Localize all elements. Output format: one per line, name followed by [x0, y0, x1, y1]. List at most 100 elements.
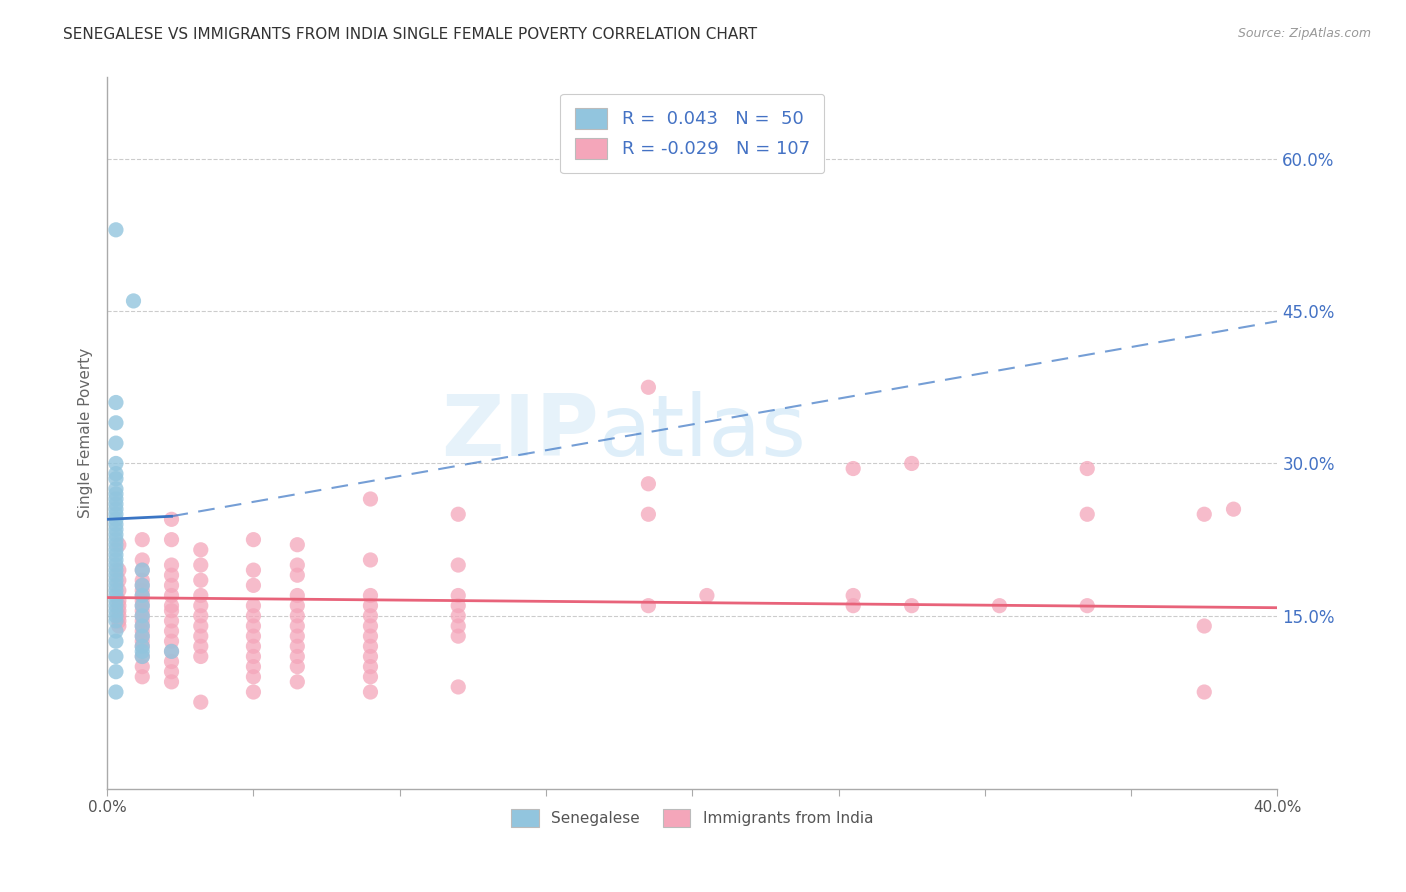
Point: [359, 599, 381, 613]
Point: [842, 589, 865, 603]
Point: [104, 472, 127, 486]
Point: [285, 608, 308, 623]
Point: [131, 634, 153, 648]
Point: [108, 574, 131, 588]
Point: [104, 574, 127, 588]
Point: [160, 674, 183, 689]
Point: [359, 685, 381, 699]
Point: [988, 599, 1011, 613]
Point: [131, 624, 153, 638]
Point: [104, 416, 127, 430]
Point: [637, 380, 659, 394]
Point: [160, 614, 183, 628]
Point: [285, 568, 308, 582]
Point: [104, 502, 127, 516]
Point: [160, 634, 183, 648]
Point: [285, 589, 308, 603]
Point: [1194, 619, 1216, 633]
Point: [242, 599, 264, 613]
Point: [160, 644, 183, 658]
Point: [447, 629, 470, 643]
Point: [131, 640, 153, 654]
Point: [104, 599, 127, 613]
Point: [447, 589, 470, 603]
Point: [131, 649, 153, 664]
Point: [242, 685, 264, 699]
Point: [108, 614, 131, 628]
Point: [242, 659, 264, 673]
Point: [160, 599, 183, 613]
Point: [285, 629, 308, 643]
Point: [108, 593, 131, 607]
Point: [104, 491, 127, 506]
Point: [104, 436, 127, 450]
Point: [131, 659, 153, 673]
Point: [131, 649, 153, 664]
Point: [108, 608, 131, 623]
Point: [104, 558, 127, 572]
Point: [131, 593, 153, 607]
Point: [104, 523, 127, 537]
Point: [242, 608, 264, 623]
Point: [160, 558, 183, 572]
Point: [242, 629, 264, 643]
Legend: Senegalese, Immigrants from India: Senegalese, Immigrants from India: [503, 801, 880, 834]
Point: [900, 599, 922, 613]
Point: [447, 508, 470, 522]
Point: [285, 640, 308, 654]
Point: [131, 614, 153, 628]
Text: ZIP: ZIP: [441, 392, 599, 475]
Point: [131, 574, 153, 588]
Point: [359, 670, 381, 684]
Point: [104, 568, 127, 582]
Point: [104, 538, 127, 552]
Point: [104, 634, 127, 648]
Point: [242, 533, 264, 547]
Point: [190, 695, 212, 709]
Point: [104, 548, 127, 562]
Point: [447, 558, 470, 572]
Point: [104, 508, 127, 522]
Point: [108, 563, 131, 577]
Point: [1076, 508, 1098, 522]
Point: [242, 670, 264, 684]
Point: [190, 558, 212, 572]
Point: [842, 461, 865, 475]
Point: [242, 640, 264, 654]
Point: [160, 578, 183, 592]
Point: [242, 578, 264, 592]
Point: [637, 476, 659, 491]
Point: [131, 599, 153, 613]
Point: [359, 619, 381, 633]
Point: [104, 665, 127, 679]
Point: [131, 670, 153, 684]
Point: [131, 640, 153, 654]
Point: [285, 649, 308, 664]
Point: [242, 619, 264, 633]
Point: [160, 644, 183, 658]
Point: [104, 533, 127, 547]
Point: [108, 583, 131, 598]
Point: [359, 553, 381, 567]
Point: [104, 624, 127, 638]
Point: [447, 619, 470, 633]
Point: [637, 508, 659, 522]
Point: [190, 640, 212, 654]
Point: [131, 619, 153, 633]
Point: [359, 659, 381, 673]
Point: [242, 563, 264, 577]
Point: [108, 604, 131, 618]
Point: [108, 619, 131, 633]
Point: [131, 629, 153, 643]
Point: [285, 599, 308, 613]
Point: [131, 563, 153, 577]
Point: [696, 589, 718, 603]
Point: [1194, 685, 1216, 699]
Point: [359, 589, 381, 603]
Point: [104, 578, 127, 592]
Point: [160, 665, 183, 679]
Point: [359, 608, 381, 623]
Point: [285, 558, 308, 572]
Point: [104, 542, 127, 557]
Point: [104, 593, 127, 607]
